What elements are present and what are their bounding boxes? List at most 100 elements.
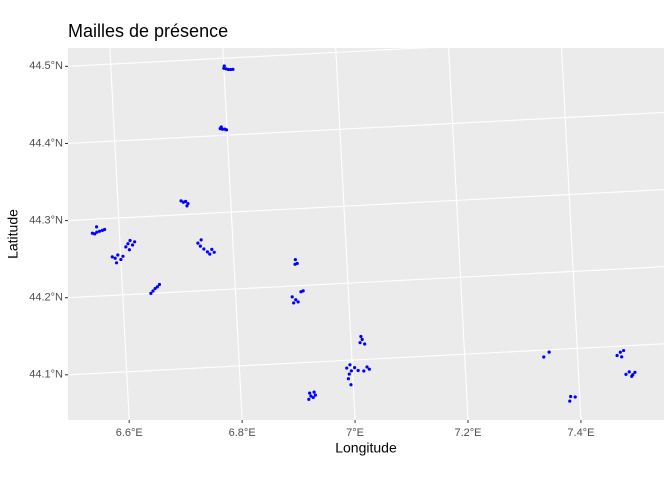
point [210,247,214,251]
point [313,393,317,397]
point [153,286,157,291]
x-tick-label: 6.8°E [229,427,256,439]
point [196,241,200,245]
point [568,399,572,403]
grid-line [68,111,664,145]
point [573,395,577,399]
point [110,255,114,259]
point [292,301,296,305]
point [130,243,135,247]
point [360,337,364,342]
point [219,125,223,129]
point [308,391,312,395]
point [149,291,153,295]
point [309,394,313,398]
point [157,282,162,287]
point [103,227,107,232]
point [547,350,551,354]
point [359,334,363,339]
grid-line [335,48,356,420]
point [94,225,99,229]
point [212,250,216,254]
point [121,254,125,258]
point [229,67,233,72]
point [307,397,311,401]
y-axis-title: Latitude [5,209,21,259]
y-tick-label: 44.5°N [29,60,63,72]
point [358,341,362,345]
point [362,369,366,373]
grid-line [68,343,664,376]
point [226,67,231,72]
point [113,256,117,260]
grid-line [109,48,130,420]
panel [68,48,664,420]
point [624,372,628,376]
y-tick-label: 44.3°N [29,214,63,226]
x-tick-label: 7.2°E [454,427,481,439]
point [349,369,353,373]
point [133,240,137,244]
point [294,298,298,302]
point [116,253,120,257]
point [633,370,637,374]
y-tick-label: 44.2°N [29,292,63,304]
point [127,248,131,252]
x-tick-label: 7°E [346,427,364,439]
point [367,367,371,371]
point [312,390,316,394]
point [114,261,119,265]
point [615,353,619,358]
point [295,261,299,266]
chart-title: Mailles de présence [68,21,228,41]
grid-line [68,48,432,67]
point [622,348,626,353]
point [199,238,203,242]
point [296,300,300,304]
point [627,370,631,374]
grid-line [561,48,582,420]
point [155,285,159,289]
x-axis-title: Longitude [335,440,397,456]
points [90,64,637,403]
grid-line [222,48,243,420]
point [293,258,297,262]
point [198,244,202,248]
point [356,368,360,373]
grid-line [448,48,469,420]
point [224,128,229,132]
point [618,350,622,354]
grid-line [68,266,664,299]
point [95,230,99,234]
point [620,355,624,359]
point [630,374,634,378]
point [365,365,369,369]
point [202,247,206,251]
point [151,289,155,293]
point [119,257,123,262]
point [128,238,132,243]
point [301,289,305,293]
point [90,231,94,235]
point [179,199,183,203]
x-tick-label: 7.4°E [567,427,594,439]
point [345,366,349,370]
point [347,372,351,376]
y-tick-label: 44.4°N [29,137,63,149]
point [185,204,189,208]
point [348,363,352,367]
point [353,366,357,370]
grid-line [68,189,664,222]
point [208,252,212,256]
point [126,242,130,246]
point [363,342,367,346]
point [290,295,294,299]
point [222,64,226,68]
point [124,245,128,249]
point [542,355,546,359]
point [231,67,235,71]
y-tick-label: 44.1°N [29,369,63,381]
